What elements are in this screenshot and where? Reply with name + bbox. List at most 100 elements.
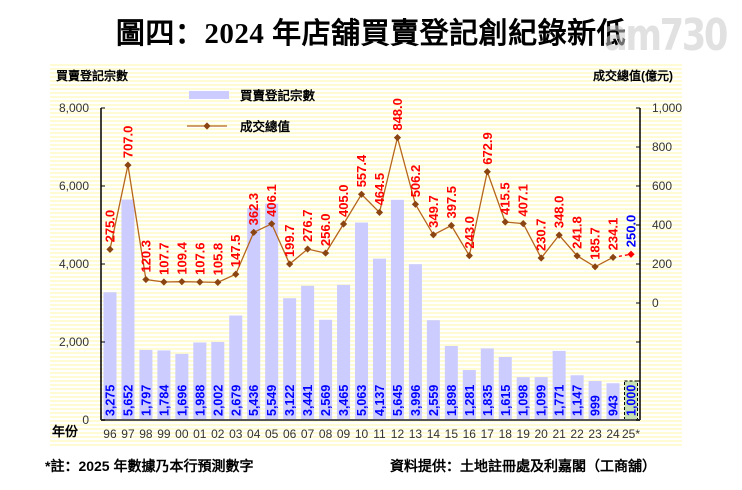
line-marker-icon [573, 252, 581, 260]
line-marker-icon [196, 278, 204, 286]
x-axis-category-label: 14 [427, 427, 441, 441]
x-axis-category-label: 99 [157, 427, 171, 441]
bar-value-label: 1,000 [625, 385, 639, 416]
bar [570, 375, 584, 420]
line-value-label: 275.0 [102, 210, 117, 243]
x-axis-category-label: 24 [606, 427, 620, 441]
bar-value-label: 1,147 [571, 385, 585, 416]
bar-value-label: 5,063 [355, 385, 369, 416]
bar-value-label: 3,441 [301, 385, 315, 416]
legend-bar-swatch [189, 91, 229, 99]
line-marker-icon [268, 220, 276, 228]
line-marker-icon [232, 270, 240, 278]
bar-value-label: 5,436 [247, 385, 261, 416]
bar [139, 349, 153, 420]
line-value-label: 276.7 [300, 209, 315, 242]
bar [283, 298, 297, 420]
x-axis-category-label: 11 [373, 427, 386, 441]
line-marker-icon [214, 278, 222, 286]
bar [516, 377, 530, 420]
line-marker-icon [160, 278, 168, 286]
x-axis-category-label: 23 [588, 427, 602, 441]
x-axis-category-label: 01 [193, 427, 207, 441]
line-value-label: 362.3 [246, 193, 261, 226]
bar [193, 342, 207, 420]
right-axis-tick-label: 0 [652, 296, 659, 310]
line-marker-icon [465, 252, 473, 260]
line-value-label: 464.5 [372, 173, 387, 206]
bar [372, 258, 386, 420]
bar-value-label: 1,099 [535, 385, 549, 416]
bar [408, 264, 422, 420]
bar [211, 341, 225, 420]
line-value-label: 848.0 [390, 98, 405, 131]
x-axis-category-label: 16 [463, 427, 477, 441]
legend-line-label: 成交總值 [240, 119, 291, 134]
line-value-label: 256.0 [318, 214, 333, 247]
bar [229, 315, 243, 420]
left-axis-tick-label: 2,000 [59, 335, 89, 349]
left-axis-tick-label: 8,000 [59, 101, 89, 115]
line-marker-icon [393, 134, 402, 142]
x-axis-category-label: 13 [409, 427, 423, 441]
x-axis-category-label: 19 [517, 427, 531, 441]
bar [337, 284, 351, 420]
bar [157, 350, 171, 420]
line-value-label: 105.8 [210, 243, 225, 276]
line-value-label: 243.0 [462, 216, 477, 249]
line-marker-icon [124, 161, 132, 169]
bar [355, 222, 369, 420]
legend-marker-icon [203, 122, 211, 130]
line-marker-icon [609, 253, 617, 261]
x-axis-category-label: 21 [552, 427, 566, 441]
line-value-label: 107.6 [192, 242, 207, 275]
left-axis-tick-label: 0 [82, 413, 89, 427]
bar-value-label: 1,696 [175, 385, 189, 416]
bar-value-label: 999 [589, 395, 603, 416]
line-marker-icon [429, 231, 437, 239]
bar [265, 203, 279, 420]
bar-value-label: 1,797 [139, 385, 153, 416]
right-axis-title: 成交總值(億元) [593, 69, 673, 83]
line-marker-icon [250, 228, 258, 236]
x-axis-category-label: 20 [535, 427, 549, 441]
bar-value-label: 943 [607, 395, 621, 416]
bar [390, 199, 404, 420]
bar-value-label: 1,098 [517, 385, 531, 416]
bar [319, 319, 333, 420]
watermark-logo: am730 [604, 10, 728, 61]
line-marker-icon [304, 245, 312, 253]
bar-value-label: 3,996 [409, 385, 423, 416]
line-value-label: 407.1 [516, 184, 531, 217]
line-marker-icon [501, 218, 509, 226]
line-value-label: 147.5 [228, 235, 243, 268]
line-marker-icon [555, 231, 563, 239]
line-marker-icon [321, 249, 330, 257]
bar-value-label: 1,784 [157, 385, 171, 416]
right-axis-tick-label: 400 [652, 218, 672, 232]
x-axis-category-label: 09 [337, 427, 351, 441]
bar-value-label: 2,679 [229, 385, 243, 416]
forecast-bar [624, 380, 639, 421]
bar-value-label: 2,002 [211, 385, 225, 416]
line-marker-icon [591, 263, 599, 271]
bar [606, 383, 620, 420]
bar-value-label: 1,615 [499, 385, 513, 416]
line-value-label: 120.3 [138, 240, 153, 273]
bar [247, 207, 261, 420]
x-axis-category-label: 17 [481, 427, 495, 441]
x-axis-category-label: 25* [622, 427, 640, 441]
bar [534, 377, 548, 420]
line-marker-icon [339, 220, 348, 228]
bar-value-label: 1,771 [553, 385, 567, 416]
line-marker-icon [357, 190, 366, 198]
bar-value-label: 3,122 [283, 385, 297, 416]
x-axis-category-label: 02 [211, 427, 225, 441]
bar [103, 292, 117, 420]
line-value-label: 107.7 [156, 242, 171, 275]
x-axis-title: 年份 [52, 424, 79, 439]
x-axis-category-label: 98 [139, 427, 153, 441]
x-axis-category-label: 04 [247, 427, 261, 441]
line-value-label: 348.0 [552, 196, 567, 229]
